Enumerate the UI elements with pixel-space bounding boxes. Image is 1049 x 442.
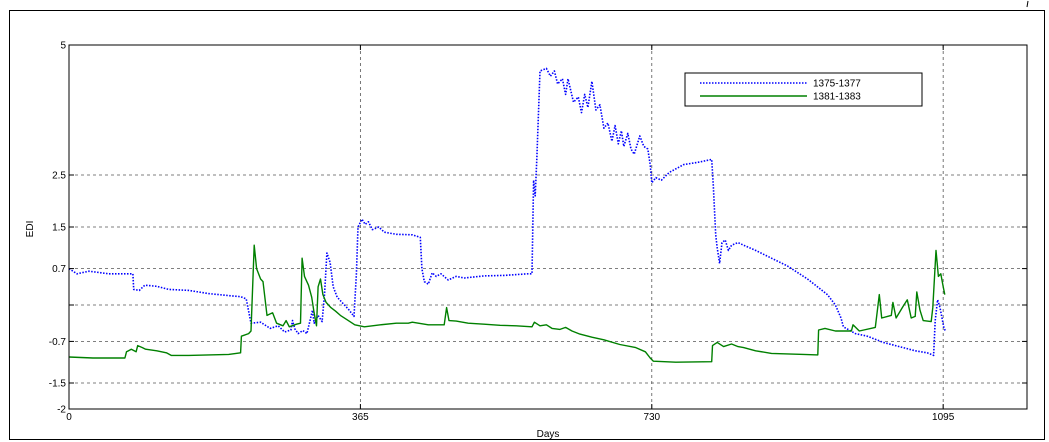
- legend-label-1: 1375-1377: [813, 79, 861, 90]
- x-tick-label: 1095: [932, 412, 955, 423]
- y-tick-label: -0.7: [49, 337, 67, 348]
- series-lines: [68, 67, 947, 363]
- y-tick-label: -1.5: [49, 379, 67, 390]
- axis-ticks: 0 365 730 1095 -2 -1.5 -0.7 0.7 1.5 2.5 5: [49, 41, 1027, 423]
- legend: 1375-1377 1381-1383: [684, 72, 923, 107]
- series-line-1: [68, 67, 947, 357]
- grid-lines: [69, 45, 1027, 409]
- x-axis-label: Days: [537, 429, 560, 440]
- x-tick-label: 730: [643, 412, 660, 423]
- y-tick-label: 2.5: [52, 171, 66, 182]
- corner-tick-mark: [1026, 0, 1029, 8]
- legend-label-2: 1381-1383: [813, 92, 861, 103]
- y-tick-label: 0.7: [52, 264, 66, 275]
- y-axis-label: EDI: [25, 221, 36, 238]
- legend-box: [684, 72, 923, 107]
- y-tick-label: 1.5: [52, 223, 66, 234]
- y-tick-label: 5: [60, 41, 66, 52]
- y-tick-label: -2: [57, 405, 66, 416]
- series-line-2: [68, 244, 946, 363]
- x-tick-label: 0: [66, 412, 72, 423]
- x-tick-label: 365: [352, 412, 369, 423]
